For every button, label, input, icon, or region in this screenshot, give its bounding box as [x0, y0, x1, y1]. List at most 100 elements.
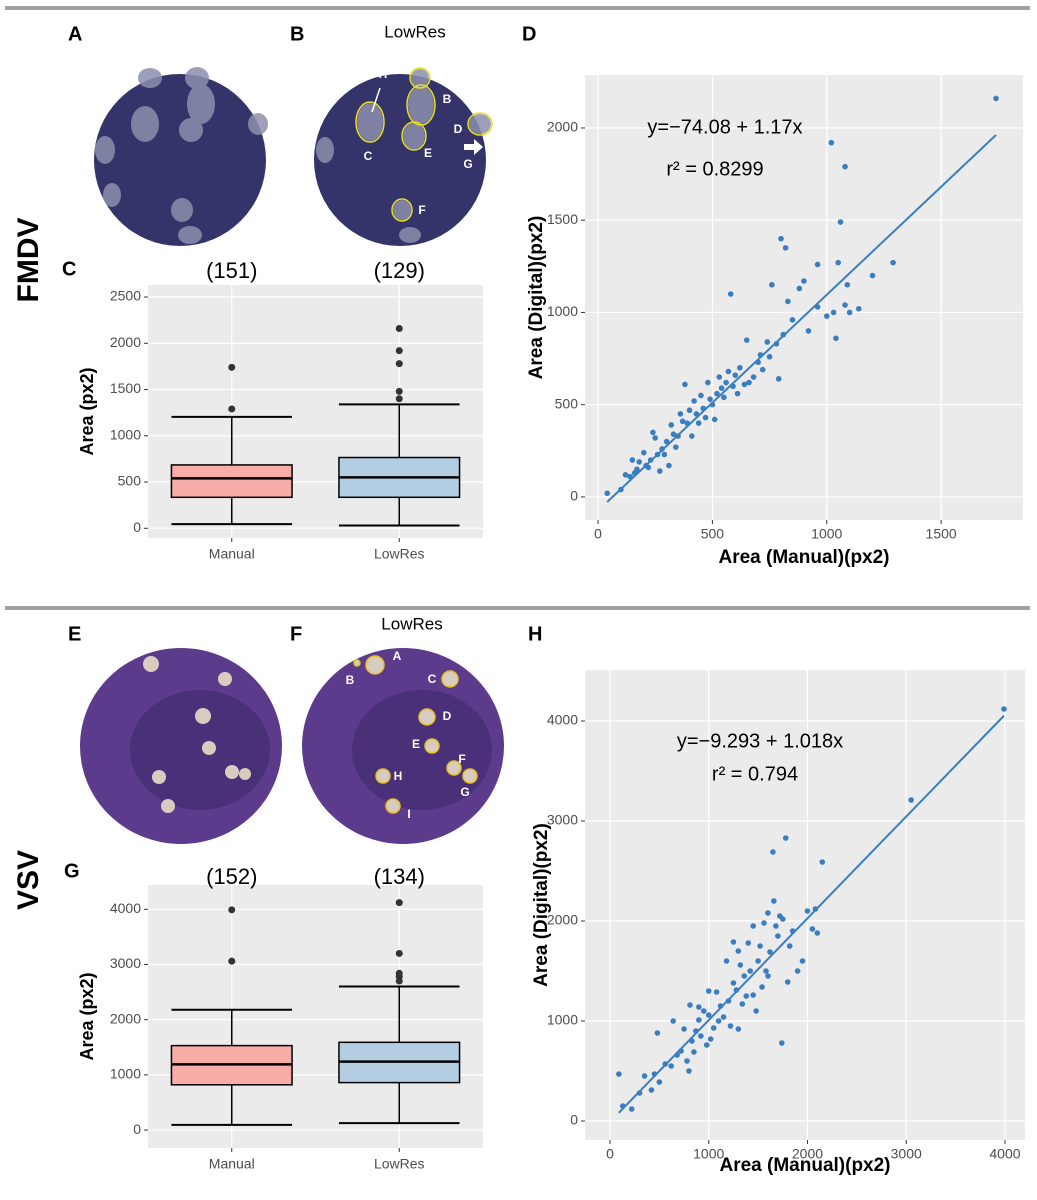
point: [641, 450, 647, 456]
plaque-label: F: [418, 203, 425, 217]
y-tick-label: 1500: [110, 380, 141, 396]
point: [805, 908, 811, 914]
point: [790, 317, 796, 323]
y-tick-label: 4000: [547, 712, 578, 728]
point: [703, 415, 709, 421]
x-tick-label: 1500: [926, 526, 957, 542]
point: [890, 260, 896, 266]
point: [724, 958, 730, 964]
point: [838, 219, 844, 225]
box: [171, 465, 292, 497]
plaque-label: C: [428, 672, 437, 686]
point: [705, 380, 711, 386]
point: [1001, 706, 1007, 712]
point: [728, 1023, 734, 1029]
panel-letter: H: [528, 623, 542, 645]
point: [698, 1033, 704, 1039]
point: [716, 1018, 722, 1024]
point: [736, 948, 742, 954]
point: [708, 1036, 714, 1042]
point: [662, 452, 668, 458]
point: [719, 385, 725, 391]
count-label: (129): [374, 258, 425, 283]
point: [755, 958, 761, 964]
point: [687, 1002, 693, 1008]
plaque-label: A: [441, 70, 450, 84]
plaque-label: F: [458, 752, 465, 766]
point: [780, 916, 786, 922]
y-tick-label: 2000: [110, 334, 141, 350]
point: [726, 369, 732, 375]
y-tick-label: 0: [133, 519, 141, 535]
point: [856, 306, 862, 312]
point: [908, 797, 914, 803]
point: [706, 988, 712, 994]
plaque-label: E: [424, 146, 432, 160]
outlier: [228, 405, 235, 412]
point: [763, 968, 769, 974]
outlier: [396, 395, 403, 402]
y-tick-label: 1000: [547, 303, 578, 319]
point: [735, 391, 741, 397]
point: [736, 1026, 742, 1032]
point: [745, 940, 751, 946]
point: [657, 1079, 663, 1085]
image-title: LowRes: [381, 614, 442, 633]
y-tick-label: 2000: [547, 119, 578, 135]
point: [707, 396, 713, 402]
outlier: [396, 388, 403, 395]
x-tick-label: 500: [701, 526, 725, 542]
y-tick-label: 0: [570, 1112, 578, 1128]
x-tick-label: 3000: [891, 1146, 922, 1162]
point: [691, 398, 697, 404]
point: [806, 328, 812, 334]
point: [666, 463, 672, 469]
y-axis-label: Area (Digital)(px2): [526, 216, 547, 380]
point: [870, 273, 876, 279]
point: [728, 291, 734, 297]
point: [682, 382, 688, 388]
plaque-label: I: [407, 807, 410, 821]
image-title: LowRes: [384, 22, 445, 41]
point: [716, 374, 722, 380]
count-label: (152): [206, 864, 257, 889]
point: [773, 923, 779, 929]
x-tick-label: LowRes: [374, 546, 425, 562]
plaque-label: G: [460, 785, 469, 799]
y-tick-label: 1000: [547, 1012, 578, 1028]
point: [829, 140, 835, 146]
point: [787, 943, 793, 949]
point: [993, 96, 999, 102]
point: [764, 339, 770, 345]
x-tick-label: Manual: [209, 546, 255, 562]
point: [842, 164, 848, 170]
point: [833, 335, 839, 341]
panel-letter: D: [522, 23, 536, 45]
point: [847, 310, 853, 316]
plaque-label: D: [454, 122, 463, 136]
point: [629, 1106, 635, 1112]
point: [636, 459, 642, 465]
point: [750, 923, 756, 929]
panel-letter: A: [68, 23, 82, 45]
point: [687, 407, 693, 413]
x-axis-label: Area (Manual)(px2): [719, 1155, 890, 1176]
equation: y=−9.293 + 1.018x: [677, 730, 843, 752]
point: [696, 1017, 702, 1023]
point: [731, 980, 737, 986]
point: [650, 430, 656, 436]
point: [696, 1004, 702, 1010]
outlier: [396, 899, 403, 906]
plaque-label: A: [393, 649, 402, 663]
point: [771, 898, 777, 904]
point: [845, 282, 851, 288]
plaque-label: H: [394, 769, 403, 783]
y-tick-label: 1000: [110, 1066, 141, 1082]
outlier: [396, 325, 403, 332]
point: [696, 420, 702, 426]
y-axis-label: Area (px2): [77, 367, 97, 455]
y-tick-label: 3000: [110, 955, 141, 971]
outlier: [228, 958, 235, 965]
point: [686, 1068, 692, 1074]
point: [741, 973, 747, 979]
